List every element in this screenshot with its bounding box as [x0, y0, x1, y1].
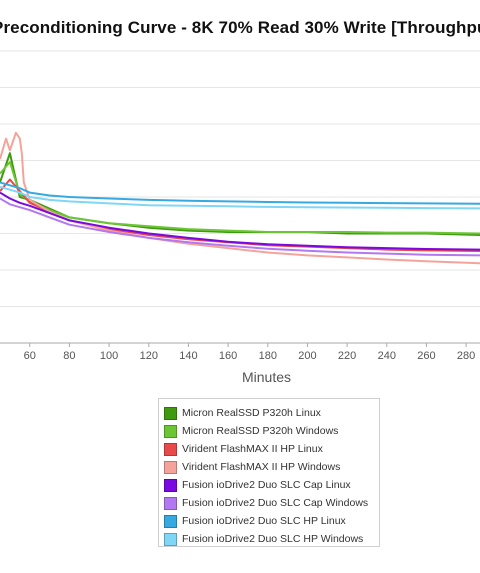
legend-label: Fusion ioDrive2 Duo SLC HP Linux	[182, 515, 346, 527]
legend-item[interactable]: Fusion ioDrive2 Duo SLC Cap Windows	[164, 494, 368, 512]
legend-item[interactable]: Virident FlashMAX II HP Windows	[164, 458, 340, 476]
legend-swatch	[164, 496, 177, 510]
legend-item[interactable]: Fusion ioDrive2 Duo SLC Cap Linux	[164, 476, 351, 494]
legend-item[interactable]: Fusion ioDrive2 Duo SLC HP Linux	[164, 512, 346, 530]
legend-swatch	[164, 406, 177, 420]
x-tick-label: 240	[378, 350, 396, 362]
series-line-0	[0, 152, 480, 236]
series-line-4	[0, 191, 480, 251]
legend-label: Micron RealSSD P320h Linux	[182, 407, 321, 419]
legend-label: Fusion ioDrive2 Duo SLC Cap Windows	[182, 497, 369, 509]
x-tick-label: 160	[219, 350, 237, 362]
legend-swatch	[164, 532, 177, 546]
x-tick-label: 80	[63, 350, 75, 362]
x-tick-label: 100	[100, 350, 118, 362]
legend: Micron RealSSD P320h Linux Micron RealSSD…	[158, 398, 380, 547]
series-line-2	[0, 178, 480, 252]
grid-lines	[0, 50, 480, 344]
legend-item[interactable]: Micron RealSSD P320h Windows	[164, 422, 338, 440]
series-line-7	[0, 185, 480, 210]
series-line-3	[0, 131, 480, 265]
x-tick-label: 60	[24, 350, 36, 362]
legend-item[interactable]: Virident FlashMAX II HP Linux	[164, 440, 323, 458]
x-tick-label: 180	[259, 350, 277, 362]
legend-label: Virident FlashMAX II HP Linux	[182, 443, 323, 455]
x-tick-label: 120	[140, 350, 158, 362]
series-line-6	[0, 181, 480, 205]
chart-title: Preconditioning Curve - 8K 70% Read 30% …	[0, 18, 480, 37]
legend-swatch	[164, 514, 177, 528]
legend-swatch	[164, 442, 177, 456]
legend-label: Micron RealSSD P320h Windows	[182, 425, 339, 437]
legend-label: Fusion ioDrive2 Duo SLC HP Windows	[182, 533, 364, 545]
legend-label: Virident FlashMAX II HP Windows	[182, 461, 341, 473]
x-tick-label: 220	[338, 350, 356, 362]
legend-swatch	[164, 478, 177, 492]
legend-label: Fusion ioDrive2 Duo SLC Cap Linux	[182, 479, 351, 491]
series-lines	[0, 131, 480, 265]
x-axis-label: Minutes	[242, 369, 292, 385]
x-tick-label: 140	[179, 350, 197, 362]
legend-item[interactable]: Micron RealSSD P320h Linux	[164, 404, 321, 422]
x-tick-labels: 60 80 100 120 140 160 180 200 220 240 260 280	[24, 343, 475, 362]
series-line-5	[0, 197, 480, 257]
legend-item[interactable]: Fusion ioDrive2 Duo SLC HP Windows	[164, 530, 363, 548]
x-tick-label: 280	[457, 350, 475, 362]
legend-swatch	[164, 460, 177, 474]
legend-swatch	[164, 424, 177, 438]
x-tick-label: 200	[298, 350, 316, 362]
x-tick-label: 260	[417, 350, 435, 362]
